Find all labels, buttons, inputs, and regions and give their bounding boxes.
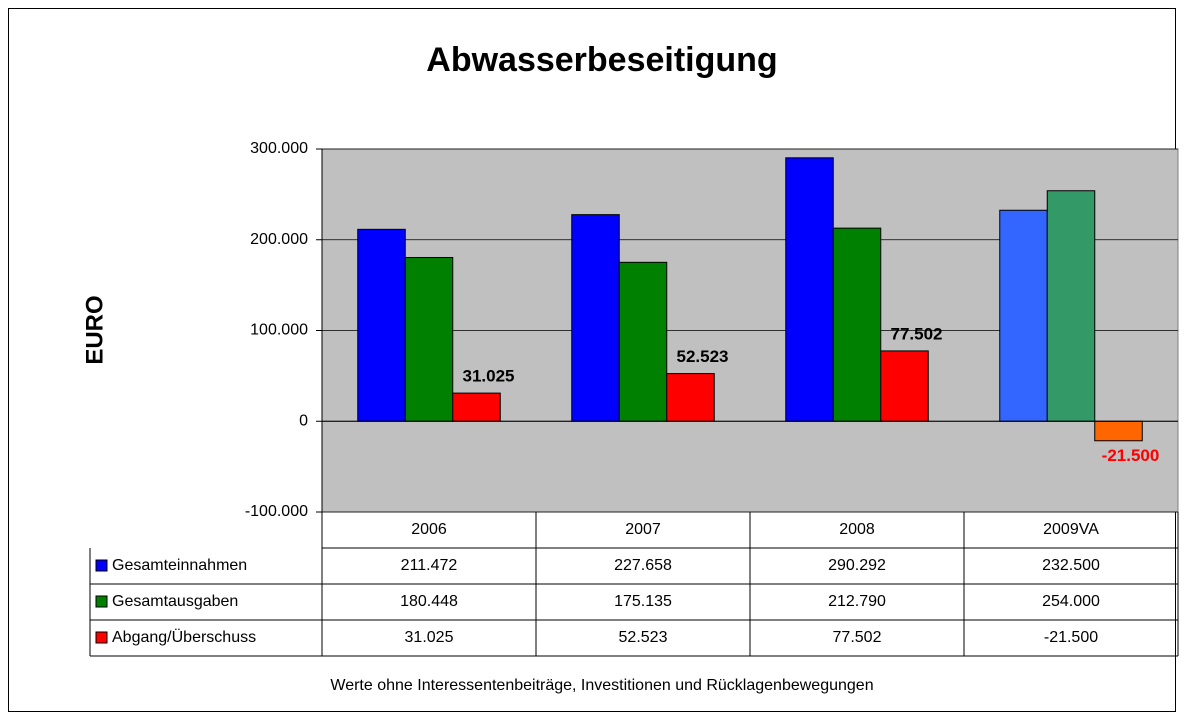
bar [999, 209, 1048, 422]
x-tick-label: 2006 [411, 521, 447, 538]
bar [666, 373, 715, 422]
bar [1046, 190, 1096, 422]
legend-swatch [95, 559, 108, 572]
footnote: Werte ohne Interessentenbeiträge, Invest… [330, 677, 873, 694]
data-label: -21.500 [1102, 446, 1160, 465]
table-cell: 290.292 [828, 557, 886, 574]
table-cell: 232.500 [1042, 557, 1100, 574]
bar [571, 214, 620, 422]
y-tick-label: 0 [299, 412, 308, 429]
x-tick-label: 2007 [625, 521, 661, 538]
bar [832, 227, 882, 422]
y-tick-label: 200.000 [250, 231, 308, 248]
table-cell: 227.658 [614, 557, 672, 574]
bar [618, 261, 668, 422]
bar [452, 392, 501, 422]
table-cell: 52.523 [619, 629, 668, 646]
data-label: 77.502 [891, 324, 943, 343]
data-label: 31.025 [463, 367, 515, 386]
table-cell: 180.448 [400, 593, 458, 610]
bar [404, 256, 454, 422]
data-label: 52.523 [677, 347, 729, 366]
table-cell: 175.135 [614, 593, 672, 610]
y-axis-label: EURO [81, 295, 108, 364]
bar [1094, 420, 1143, 442]
table-cell: -21.500 [1044, 629, 1098, 646]
table-cell: 254.000 [1042, 593, 1100, 610]
bar [357, 228, 406, 422]
table-cell: 212.790 [828, 593, 886, 610]
bar [785, 157, 834, 422]
x-tick-label: 2009VA [1043, 521, 1099, 538]
legend-swatch [95, 595, 108, 608]
y-tick-label: 300.000 [250, 140, 308, 157]
y-tick-label: 100.000 [250, 322, 308, 339]
table-cell: 211.472 [401, 557, 458, 574]
x-tick-label: 2008 [839, 521, 875, 538]
y-tick-label: -100.000 [245, 503, 308, 520]
table-cell: 31.025 [405, 629, 454, 646]
bar [880, 350, 929, 422]
legend-label: Abgang/Überschuss [112, 628, 256, 646]
legend-swatch [95, 631, 108, 644]
legend-label: Gesamteinnahmen [112, 557, 247, 574]
table-cell: 77.502 [833, 629, 882, 646]
legend-label: Gesamtausgaben [112, 593, 238, 610]
chart-title: Abwasserbeseitigung [426, 41, 777, 79]
